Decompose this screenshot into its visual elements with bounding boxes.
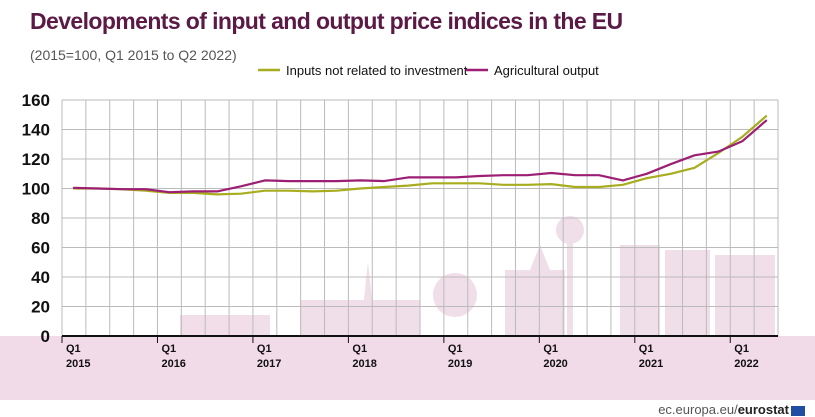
source-brand[interactable]: eurostat xyxy=(737,402,789,417)
x-axis-band xyxy=(0,336,815,400)
series-group xyxy=(72,115,768,196)
legend: Inputs not related to investment Agricult… xyxy=(258,63,599,78)
y-tick-label: 60 xyxy=(31,239,50,258)
legend-label: Inputs not related to investment xyxy=(286,63,468,78)
x-tick-year-label: 2017 xyxy=(257,358,281,370)
line-chart: 160 140 120 100 80 60 40 20 0 Q1 2015 Q1 2016 Q1 2017… xyxy=(0,63,815,400)
source-footer: ec.europa.eu/eurostat xyxy=(658,402,805,417)
y-tick-label: 20 xyxy=(31,298,50,317)
legend-label: Agricultural output xyxy=(494,63,599,78)
y-tick-label: 0 xyxy=(41,327,50,346)
y-tick-label: 120 xyxy=(22,150,50,169)
x-tick-year-label: 2022 xyxy=(734,358,758,370)
x-axis: Q1 2015 Q1 2016 Q1 2017 Q1 2018 Q1 2019 Q1 2020 Q1 20… xyxy=(61,336,759,370)
x-tick-year-label: 2021 xyxy=(639,358,663,370)
x-tick-quarter-label: Q1 xyxy=(161,343,176,355)
x-tick-year-label: 2018 xyxy=(352,358,376,370)
eu-flag-icon xyxy=(791,405,805,416)
x-tick-quarter-label: Q1 xyxy=(66,343,81,355)
series-line xyxy=(72,119,768,194)
y-tick-label: 160 xyxy=(22,91,50,110)
series-line xyxy=(72,115,768,196)
source-site[interactable]: ec.europa.eu/ xyxy=(658,402,738,417)
y-axis: 160 140 120 100 80 60 40 20 0 xyxy=(22,91,50,346)
y-tick-label: 140 xyxy=(22,121,50,140)
x-tick-year-label: 2016 xyxy=(161,358,185,370)
x-tick-quarter-label: Q1 xyxy=(448,343,463,355)
x-tick-quarter-label: Q1 xyxy=(639,343,654,355)
y-tick-label: 80 xyxy=(31,209,50,228)
x-tick-year-label: 2019 xyxy=(448,358,472,370)
x-tick-quarter-label: Q1 xyxy=(257,343,272,355)
chart-subtitle: (2015=100, Q1 2015 to Q2 2022) xyxy=(30,47,237,63)
y-tick-label: 100 xyxy=(22,180,50,199)
y-tick-label: 40 xyxy=(31,268,50,287)
x-tick-year-label: 2020 xyxy=(543,358,567,370)
x-tick-quarter-label: Q1 xyxy=(352,343,367,355)
chart-title: Developments of input and output price i… xyxy=(30,8,623,34)
x-tick-year-label: 2015 xyxy=(66,358,90,370)
x-tick-quarter-label: Q1 xyxy=(543,343,558,355)
background-illustration xyxy=(180,216,775,336)
x-tick-quarter-label: Q1 xyxy=(734,343,749,355)
